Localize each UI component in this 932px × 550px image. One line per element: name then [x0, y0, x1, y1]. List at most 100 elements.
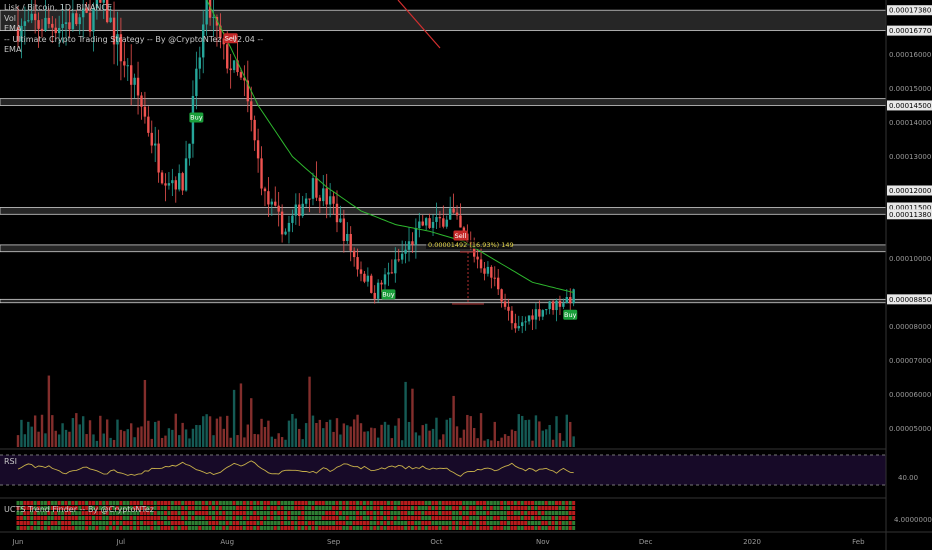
volume-bar	[507, 435, 510, 447]
trend-cell	[301, 526, 305, 530]
trend-cell	[513, 516, 517, 520]
trend-cell	[37, 501, 41, 505]
volume-bar	[531, 440, 534, 447]
candle	[61, 24, 64, 28]
buy-signal	[381, 289, 396, 300]
trend-cell	[139, 506, 143, 510]
trend-cell	[88, 501, 92, 505]
trend-cell	[356, 506, 360, 510]
trend-cell	[462, 501, 466, 505]
trend-cell	[246, 501, 250, 505]
trend-cell	[561, 501, 565, 505]
trend-cell	[19, 506, 23, 510]
trend-cell	[424, 526, 428, 530]
trend-cell	[102, 516, 106, 520]
trend-cell	[287, 501, 291, 505]
trend-cell	[50, 526, 54, 530]
trend-cell	[520, 526, 524, 530]
trend-cell	[184, 526, 188, 530]
volume-bar	[260, 418, 263, 447]
trend-cell	[157, 501, 161, 505]
trend-cell	[294, 521, 298, 525]
candle	[30, 13, 33, 21]
trend-cell	[414, 501, 418, 505]
trend-cell	[112, 526, 116, 530]
trend-cell	[434, 511, 438, 515]
trend-cell	[157, 516, 161, 520]
candle	[27, 20, 30, 22]
candle	[404, 249, 407, 254]
trade-signals: Buy Buy Buy Sell Sell	[189, 33, 578, 320]
volume-bar	[102, 433, 105, 447]
candle	[291, 215, 294, 223]
candle	[370, 275, 373, 293]
candle	[394, 259, 397, 274]
trend-cell	[428, 506, 432, 510]
volume-bar	[479, 413, 483, 447]
trend-cell	[434, 506, 438, 510]
trend-cell	[369, 511, 373, 515]
trend-cell	[222, 516, 226, 520]
trend-cell	[373, 511, 377, 515]
trend-cell	[359, 516, 363, 520]
trend-cell	[441, 521, 445, 525]
trend-cell	[572, 501, 576, 505]
trend-cell	[109, 511, 113, 515]
candle	[140, 95, 143, 107]
trend-cell	[61, 521, 65, 525]
trend-cell	[338, 521, 342, 525]
trend-cell	[544, 521, 548, 525]
trend-cell	[462, 521, 466, 525]
trend-cell	[476, 521, 480, 525]
candle	[558, 300, 562, 307]
trend-cell	[222, 501, 226, 505]
trend-cell	[284, 521, 288, 525]
volume-bar	[349, 426, 352, 447]
trend-cell	[163, 526, 167, 530]
candle	[476, 256, 479, 260]
trend-cell	[260, 511, 264, 515]
candle	[167, 183, 171, 186]
volume-bar	[20, 419, 23, 447]
candle	[569, 297, 572, 304]
trend-cell	[568, 526, 572, 530]
trend-cell	[452, 526, 456, 530]
trend-cell	[513, 511, 517, 515]
volume-bar	[33, 415, 37, 447]
trend-cell	[208, 516, 212, 520]
trend-cell	[366, 501, 370, 505]
trend-cell	[91, 511, 95, 515]
trend-cell	[308, 521, 312, 525]
trend-cell	[465, 506, 469, 510]
trend-cell	[61, 516, 65, 520]
trend-cell	[280, 516, 284, 520]
trend-cell	[527, 506, 531, 510]
volume-bar	[116, 419, 119, 447]
trend-cell	[33, 506, 37, 510]
candle	[226, 44, 229, 69]
trend-cell	[64, 501, 68, 505]
candle	[428, 218, 431, 228]
symbol-title: Lisk / Bitcoin, 1D, BINANCE	[4, 3, 113, 12]
trend-cell	[428, 511, 432, 515]
trend-cell	[328, 506, 332, 510]
trend-cell	[390, 526, 394, 530]
trend-cell	[349, 521, 353, 525]
trend-cell	[441, 501, 445, 505]
volume-bar	[71, 418, 75, 447]
trend-cell	[26, 526, 30, 530]
trend-cell	[520, 521, 524, 525]
volume-bar	[339, 434, 342, 447]
trend-cell	[407, 501, 411, 505]
trend-cell	[249, 501, 253, 505]
volume-bar	[253, 433, 256, 447]
trend-cell	[122, 516, 126, 520]
legend-vol: Vol	[4, 13, 16, 23]
trend-cell	[496, 526, 500, 530]
candle	[243, 77, 246, 81]
volume-bar	[198, 425, 201, 447]
trend-cell	[506, 506, 510, 510]
volume-bar	[61, 423, 64, 447]
trend-cell	[438, 516, 442, 520]
